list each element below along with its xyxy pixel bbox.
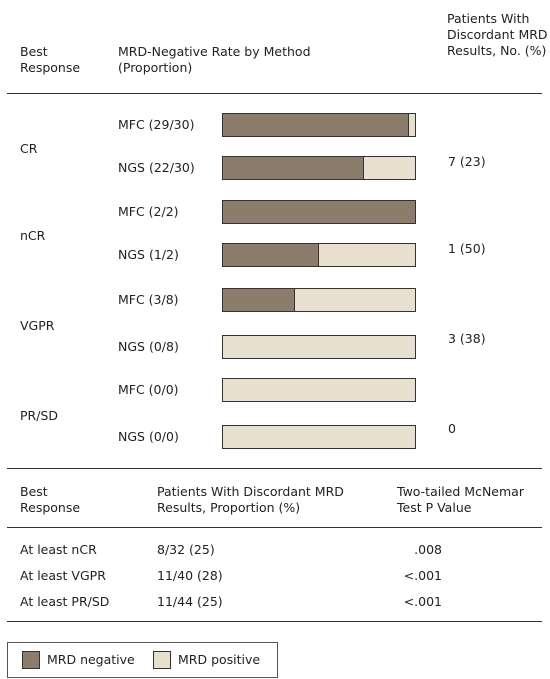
bar-negative [223, 114, 409, 136]
table-cell: 8/32 (25) [157, 542, 215, 557]
table-cell: 11/40 (28) [157, 568, 223, 583]
method-label: MFC (0/0) [118, 382, 179, 397]
method-label: NGS (1/2) [118, 247, 179, 262]
table-cell: .008 [414, 542, 442, 557]
group-label: VGPR [20, 317, 55, 333]
legend: MRD negative MRD positive [7, 642, 278, 678]
method-label: NGS (22/30) [118, 160, 195, 175]
bar-negative [223, 289, 295, 311]
rule [7, 468, 542, 469]
group-label: CR [20, 140, 38, 156]
method-label: MFC (2/2) [118, 204, 179, 219]
discordant-count: 3 (38) [448, 330, 486, 346]
discordant-count: 1 (50) [448, 240, 486, 256]
bar-negative [223, 157, 364, 179]
bar [222, 113, 416, 137]
table-cell: At least nCR [20, 542, 97, 557]
table-header: Best Response [20, 484, 81, 515]
bar-negative [223, 244, 319, 266]
table-cell: At least PR/SD [20, 594, 110, 609]
table-header: Two-tailed McNemar Test P Value [397, 484, 524, 515]
rule [7, 527, 542, 528]
method-label: NGS (0/0) [118, 429, 179, 444]
bar [222, 288, 416, 312]
group-label: nCR [20, 227, 46, 243]
rule [7, 93, 542, 94]
table-cell: 11/44 (25) [157, 594, 223, 609]
rule [7, 621, 542, 622]
legend-label: MRD positive [178, 652, 261, 667]
bar [222, 425, 416, 449]
bar [222, 335, 416, 359]
method-label: MFC (29/30) [118, 117, 195, 132]
discordant-count: 0 [448, 420, 456, 436]
legend-label: MRD negative [47, 652, 135, 667]
group-label: PR/SD [20, 407, 58, 423]
legend-swatch [22, 651, 40, 669]
method-label: NGS (0/8) [118, 339, 179, 354]
table-header: Patients With Discordant MRD Results, Pr… [157, 484, 344, 515]
header-discordant: Patients With Discordant MRD Results, No… [447, 11, 548, 58]
bar-negative [223, 201, 415, 223]
header-response: Best Response [20, 44, 81, 75]
method-label: MFC (3/8) [118, 292, 179, 307]
legend-swatch [153, 651, 171, 669]
bar [222, 200, 416, 224]
table-cell: <.001 [403, 594, 442, 609]
table-cell: At least VGPR [20, 568, 106, 583]
header-rate: MRD-Negative Rate by Method (Proportion) [118, 44, 311, 75]
bar [222, 243, 416, 267]
table-cell: <.001 [403, 568, 442, 583]
bar [222, 378, 416, 402]
discordant-count: 7 (23) [448, 153, 486, 169]
bar [222, 156, 416, 180]
